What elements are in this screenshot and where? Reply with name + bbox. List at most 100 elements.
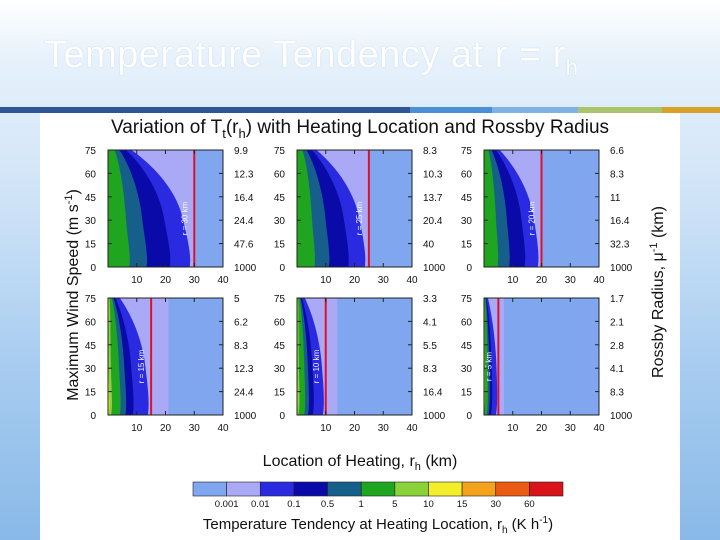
colorbar-segment-1 — [192, 481, 227, 497]
y-tick-label: 75 — [85, 146, 97, 157]
chart-panel-1: r = 30 km 75 9.9 60 12.3 45 16.4 30 24.4 15 47.6 0 1… — [85, 146, 257, 286]
x-tick-label: 40 — [217, 275, 229, 286]
right-tick-label: 6.2 — [234, 317, 248, 328]
accent-segment-1 — [0, 107, 410, 113]
x-tick-label: 10 — [131, 275, 143, 286]
colorbar-segment-8 — [428, 481, 463, 497]
y-tick-label: 45 — [85, 193, 97, 204]
slide-title-main: Temperature Tendency at r = r — [44, 34, 566, 76]
chart-panel-3: r = 20 km 75 6.6 60 8.3 45 11 30 16.4 15 32.3 0 1000… — [461, 146, 633, 286]
right-tick-label: 40 — [423, 240, 435, 251]
x-tick-label: 40 — [593, 275, 605, 286]
y-tick-label: 0 — [279, 411, 285, 422]
right-tick-label: 13.7 — [423, 193, 443, 204]
right-tick-label: 1000 — [610, 263, 633, 274]
chart-annotations: Variation of Tt(rh) with Heating Locatio… — [63, 117, 667, 536]
colorbar-level-label: 15 — [457, 499, 468, 510]
y-tick-label: 45 — [85, 341, 97, 352]
y-tick-label: 60 — [85, 317, 97, 328]
x-tick-label: 10 — [507, 423, 519, 434]
y-tick-label: 60 — [461, 169, 473, 180]
right-tick-label: 1000 — [234, 411, 257, 422]
right-tick-label: 2.8 — [610, 341, 624, 352]
y-tick-label: 75 — [274, 294, 286, 305]
right-tick-label: 20.4 — [423, 216, 443, 227]
y-tick-label: 15 — [274, 240, 286, 251]
accent-segment-4 — [578, 107, 662, 113]
right-tick-label: 11 — [610, 193, 621, 204]
y-tick-label: 15 — [274, 388, 286, 399]
x-tick-label: 40 — [406, 275, 418, 286]
right-tick-label: 12.3 — [234, 364, 254, 375]
right-tick-label: 16.4 — [423, 388, 443, 399]
rossby-radius-label: r = 10 km — [312, 349, 321, 383]
chart-panel-4: r = 15 km 75 5 60 6.2 45 8.3 30 12.3 15 24.4 0 1000 1… — [85, 294, 257, 434]
right-tick-label: 2.1 — [610, 317, 624, 328]
y-tick-label: 0 — [466, 263, 472, 274]
right-tick-label: 24.4 — [234, 388, 254, 399]
colorbar-label: Temperature Tendency at Heating Location… — [203, 515, 553, 536]
x-axis-label: Location of Heating, rh (km) — [263, 453, 458, 473]
contour-band-4 — [484, 150, 499, 267]
right-tick-label: 24.4 — [234, 216, 254, 227]
y-tick-label: 30 — [85, 216, 97, 227]
colorbar-level-label: 0.1 — [287, 499, 300, 510]
accent-segment-2 — [410, 107, 492, 113]
x-tick-label: 10 — [320, 275, 332, 286]
rossby-radius-label: r = 5 km — [484, 352, 493, 381]
x-tick-label: 30 — [189, 275, 201, 286]
right-tick-label: 8.3 — [610, 169, 624, 180]
right-tick-label: 32.3 — [610, 240, 630, 251]
y-tick-label: 0 — [90, 263, 96, 274]
chart-panel-6: r = 5 km 75 1.7 60 2.1 45 2.8 30 4.1 15 8.3 0 1000 10… — [461, 294, 633, 434]
colorbar-segment-10 — [495, 481, 530, 497]
y-tick-label: 45 — [274, 193, 286, 204]
accent-bar — [0, 107, 720, 113]
x-tick-label: 20 — [536, 275, 548, 286]
right-tick-label: 10.3 — [423, 169, 443, 180]
x-tick-label: 10 — [507, 275, 519, 286]
colorbar-level-label: 0.5 — [321, 499, 334, 510]
x-tick-label: 30 — [189, 423, 201, 434]
colorbar-level-label: 30 — [490, 499, 501, 510]
y-axis-label-right: Rossby Radius, μ-1 (km) — [648, 206, 667, 378]
x-tick-label: 20 — [349, 275, 361, 286]
colorbar-segment-6 — [360, 481, 396, 497]
x-tick-label: 20 — [160, 275, 172, 286]
right-tick-label: 8.3 — [423, 364, 437, 375]
y-tick-label: 75 — [274, 146, 286, 157]
y-tick-label: 60 — [461, 317, 473, 328]
right-tick-label: 1000 — [423, 411, 446, 422]
right-tick-label: 47.6 — [234, 240, 254, 251]
colorbar-level-label: 5 — [392, 499, 397, 510]
x-tick-label: 10 — [131, 423, 143, 434]
y-tick-label: 45 — [274, 341, 286, 352]
right-tick-label: 4.1 — [423, 317, 437, 328]
chart-title: Variation of Tt(rh) with Heating Locatio… — [111, 117, 609, 141]
colorbar-segment-5 — [327, 481, 362, 497]
x-tick-label: 40 — [217, 423, 229, 434]
right-tick-label: 4.1 — [610, 364, 624, 375]
y-axis-label-left: Maximum Wind Speed (m s-1) — [63, 189, 82, 401]
y-tick-label: 15 — [461, 240, 473, 251]
right-tick-label: 12.3 — [234, 169, 254, 180]
right-tick-label: 5.5 — [423, 341, 437, 352]
right-tick-label: 8.3 — [423, 146, 437, 157]
colorbar-segment-3 — [259, 481, 295, 497]
x-tick-label: 30 — [378, 275, 390, 286]
rossby-radius-label: r = 30 km — [180, 201, 189, 235]
right-tick-label: 8.3 — [234, 341, 248, 352]
rossby-radius-label: r = 25 km — [355, 201, 364, 235]
y-tick-label: 75 — [461, 146, 473, 157]
accent-segment-5 — [662, 107, 720, 113]
x-tick-label: 20 — [536, 423, 548, 434]
x-tick-label: 10 — [320, 423, 332, 434]
y-tick-label: 30 — [461, 364, 473, 375]
x-tick-label: 20 — [160, 423, 172, 434]
right-tick-label: 3.3 — [423, 294, 437, 305]
right-tick-label: 5 — [234, 294, 240, 305]
y-tick-label: 15 — [85, 240, 97, 251]
chart-panel-2: r = 25 km 75 8.3 60 10.3 45 13.7 30 20.4 15 40 0 100… — [274, 146, 446, 286]
x-tick-label: 30 — [565, 423, 577, 434]
y-tick-label: 15 — [85, 388, 97, 399]
